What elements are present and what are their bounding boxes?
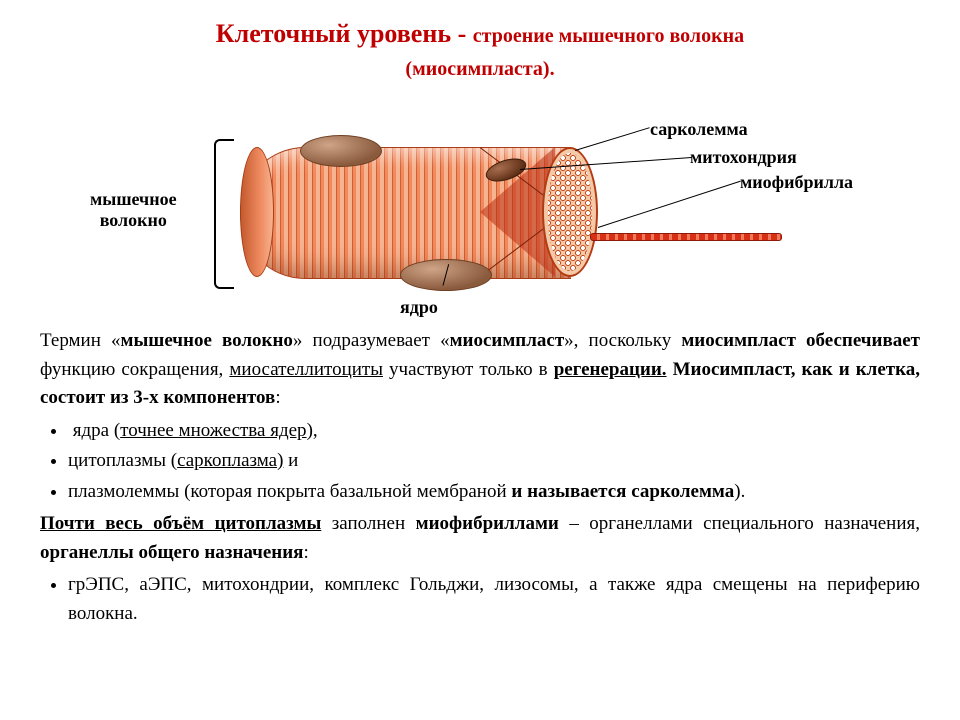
p1-t10: регенерации. [554, 359, 667, 380]
title-main: Клеточный уровень - [216, 19, 473, 48]
p1-t8: миосателлитоциты [229, 359, 383, 380]
p2-t2: заполнен [321, 513, 415, 534]
p1-t2: мышечное волокно [121, 330, 293, 351]
muscle-fiber-diagram: мышечное волокно сарколемма митохондрия … [50, 87, 910, 317]
list-item: ядра (точнее множества ядер), [68, 417, 920, 446]
p2-t3: миофибриллами [416, 513, 559, 534]
p2-t5: органеллы общего назначения [40, 542, 303, 563]
p2-t1: Почти весь объём цитоплазмы [40, 513, 321, 534]
myofibril-rod [590, 233, 782, 241]
li2a: цитоплазмы ( [68, 450, 177, 471]
fiber-bracket [214, 139, 234, 289]
organelles-list: грЭПС, аЭПС, митохондрии, комплекс Гольд… [40, 571, 920, 628]
label-nucleus: ядро [400, 297, 438, 318]
lead-sarcolemma [575, 127, 650, 151]
p1-t4: миосимпласт [450, 330, 565, 351]
list-item: плазмолеммы (которая покрыта базальной м… [68, 478, 920, 507]
p2-t4: – органеллами специального назначения, [559, 513, 920, 534]
p2-t6: : [303, 542, 308, 563]
li3c: ). [734, 481, 745, 502]
p1-t5: », поскольку [564, 330, 681, 351]
p1-t3: » подразумевает « [293, 330, 450, 351]
li3a: плазмолеммы (которая покрыта базальной м… [68, 481, 511, 502]
paragraph-1: Термин «мышечное волокно» подразумевает … [40, 327, 920, 413]
li2b: саркоплазма) [177, 450, 283, 471]
body-text: Термин «мышечное волокно» подразумевает … [40, 327, 920, 628]
label-muscle-fiber-l1: мышечное [90, 189, 177, 209]
li1c: ), [307, 420, 318, 441]
li3b: и называется сарколемма [511, 481, 734, 502]
p1-t7: функцию сокращения, [40, 359, 229, 380]
li1a: ядра ( [73, 420, 120, 441]
label-muscle-fiber-l2: волокно [100, 210, 167, 230]
title-sub2: (миосимпласта). [405, 58, 554, 80]
p1-t1: Термин « [40, 330, 121, 351]
p1-t9: участвуют только в [383, 359, 554, 380]
list-item: грЭПС, аЭПС, митохондрии, комплекс Гольд… [68, 571, 920, 628]
label-muscle-fiber: мышечное волокно [90, 189, 177, 230]
title-sub1: строение мышечного волокна [473, 25, 744, 47]
nucleus-shape-1 [300, 135, 382, 167]
li1b: точнее множества ядер [120, 420, 306, 441]
li2c: и [283, 450, 298, 471]
p1-t6: миосимпласт обеспечивает [681, 330, 920, 351]
list-item: цитоплазмы (саркоплазма) и [68, 447, 920, 476]
lead-myofibril [598, 181, 741, 228]
label-mitochondrion: митохондрия [690, 147, 797, 168]
fiber-left-cap [240, 147, 274, 277]
components-list: ядра (точнее множества ядер), цитоплазмы… [40, 417, 920, 507]
label-sarcolemma: сарколемма [650, 119, 748, 140]
label-myofibril: миофибрилла [740, 172, 853, 193]
paragraph-2: Почти весь объём цитоплазмы заполнен мио… [40, 510, 920, 567]
page-title: Клеточный уровень - строение мышечного в… [40, 18, 920, 83]
p1-t12: : [275, 387, 280, 408]
